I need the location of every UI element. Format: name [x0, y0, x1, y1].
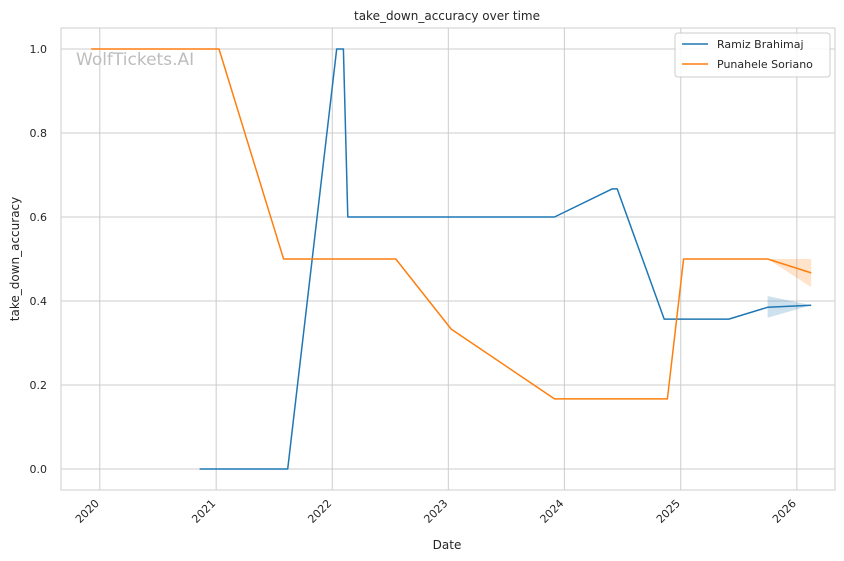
y-axis-label: take_down_accuracy: [8, 197, 22, 321]
legend-label-0: Ramiz Brahimaj: [717, 38, 804, 51]
y-tick-label: 0.4: [30, 295, 48, 308]
legend-box: [674, 32, 831, 78]
confidence-band-1: [767, 259, 812, 288]
legend-label-1: Punahele Soriano: [717, 58, 813, 71]
series-line-0: [199, 48, 812, 470]
y-axis-ticks: 0.0 0.2 0.4 0.6 0.8 1.0: [30, 43, 48, 476]
watermark: WolfTickets.AI: [76, 50, 194, 70]
chart-title: take_down_accuracy over time: [354, 9, 540, 23]
series-line-1: [91, 48, 812, 400]
legend: Ramiz Brahimaj Punahele Soriano: [674, 32, 831, 78]
y-tick-label: 1.0: [30, 43, 48, 56]
series-lines: [91, 48, 812, 470]
y-tick-label: 0.8: [30, 127, 48, 140]
y-tick-label: 0.0: [30, 463, 48, 476]
y-tick-label: 0.2: [30, 379, 48, 392]
plot-frame: [60, 27, 836, 491]
y-tick-label: 0.6: [30, 211, 48, 224]
x-axis-label: Date: [433, 538, 462, 552]
